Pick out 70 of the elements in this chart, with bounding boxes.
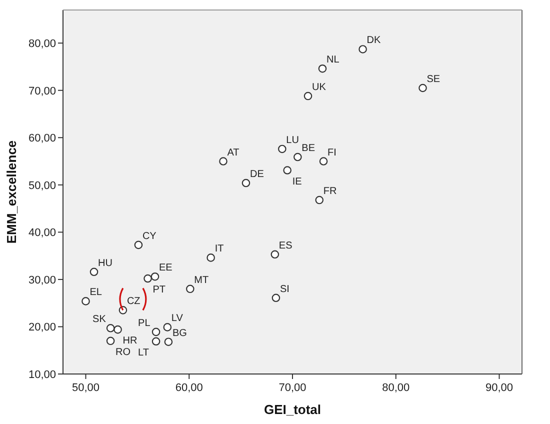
series-label: BG xyxy=(172,328,188,339)
point xyxy=(163,323,172,332)
series-label: SK xyxy=(92,314,106,326)
series-label: PL xyxy=(138,318,151,329)
point xyxy=(219,157,228,166)
x-axis-title: GEI_total xyxy=(264,402,322,417)
series-label: EL xyxy=(90,287,102,298)
point xyxy=(283,166,292,174)
series-label: SI xyxy=(280,284,290,295)
series-label: LT xyxy=(138,347,149,358)
point xyxy=(206,254,215,262)
point xyxy=(318,64,327,73)
x-tick-label: 70,00 xyxy=(278,382,306,394)
series-label: UK xyxy=(312,82,326,94)
point xyxy=(106,336,115,346)
point xyxy=(150,272,160,281)
point xyxy=(304,92,312,100)
series-label: DE xyxy=(250,169,264,180)
point xyxy=(358,45,367,54)
y-tick-label: 20,00 xyxy=(28,322,56,334)
point xyxy=(315,196,324,204)
annotation: CZ xyxy=(126,296,140,308)
point xyxy=(134,240,143,250)
x-tick-label: 60,00 xyxy=(175,382,203,394)
y-tick-label: 50,00 xyxy=(28,180,56,192)
point xyxy=(418,84,427,92)
point xyxy=(144,274,152,283)
series-label: SE xyxy=(426,74,440,85)
point xyxy=(114,325,122,334)
series-label: IT xyxy=(214,244,224,255)
series-label: MT xyxy=(194,274,209,286)
y-tick-label: 10,00 xyxy=(28,369,56,381)
series-label: FR xyxy=(323,186,337,198)
point xyxy=(270,250,280,259)
y-tick-label: 60,00 xyxy=(28,132,56,145)
series-label: IE xyxy=(292,176,302,188)
series-label: HU xyxy=(98,258,112,269)
point xyxy=(278,144,286,154)
point xyxy=(82,297,90,306)
point xyxy=(164,338,173,346)
series-label: RO xyxy=(116,346,131,358)
series-label: PT xyxy=(152,284,166,296)
point xyxy=(152,328,160,336)
y-tick-label: 80,00 xyxy=(28,38,56,50)
series-label: DK xyxy=(366,35,382,46)
series-label: EE xyxy=(159,262,173,274)
series-label: ES xyxy=(278,240,293,252)
y-tick-label: 30,00 xyxy=(28,274,56,286)
x-tick-label: 80,00 xyxy=(382,382,410,394)
y-axis-title: EMM_excellence xyxy=(4,140,19,244)
y-tick-label: 40,00 xyxy=(28,227,56,240)
x-tick-label: 90,00 xyxy=(485,382,514,394)
point xyxy=(186,284,194,294)
series-label: NL xyxy=(326,54,340,66)
point xyxy=(294,152,302,162)
point xyxy=(242,178,250,188)
series-label: CY xyxy=(142,230,157,242)
point xyxy=(90,268,98,276)
series-label: LV xyxy=(171,313,184,324)
point xyxy=(152,337,160,346)
point xyxy=(272,294,280,302)
series-label: FI xyxy=(328,147,336,158)
x-tick-label: 50,00 xyxy=(72,382,100,394)
y-tick-label: 70,00 xyxy=(28,85,56,98)
series-label: HR xyxy=(122,336,138,347)
series-label: LU xyxy=(286,134,299,146)
point xyxy=(106,324,115,332)
series-label: AT xyxy=(227,147,240,158)
point xyxy=(319,157,328,166)
series-label: BE xyxy=(302,143,316,154)
